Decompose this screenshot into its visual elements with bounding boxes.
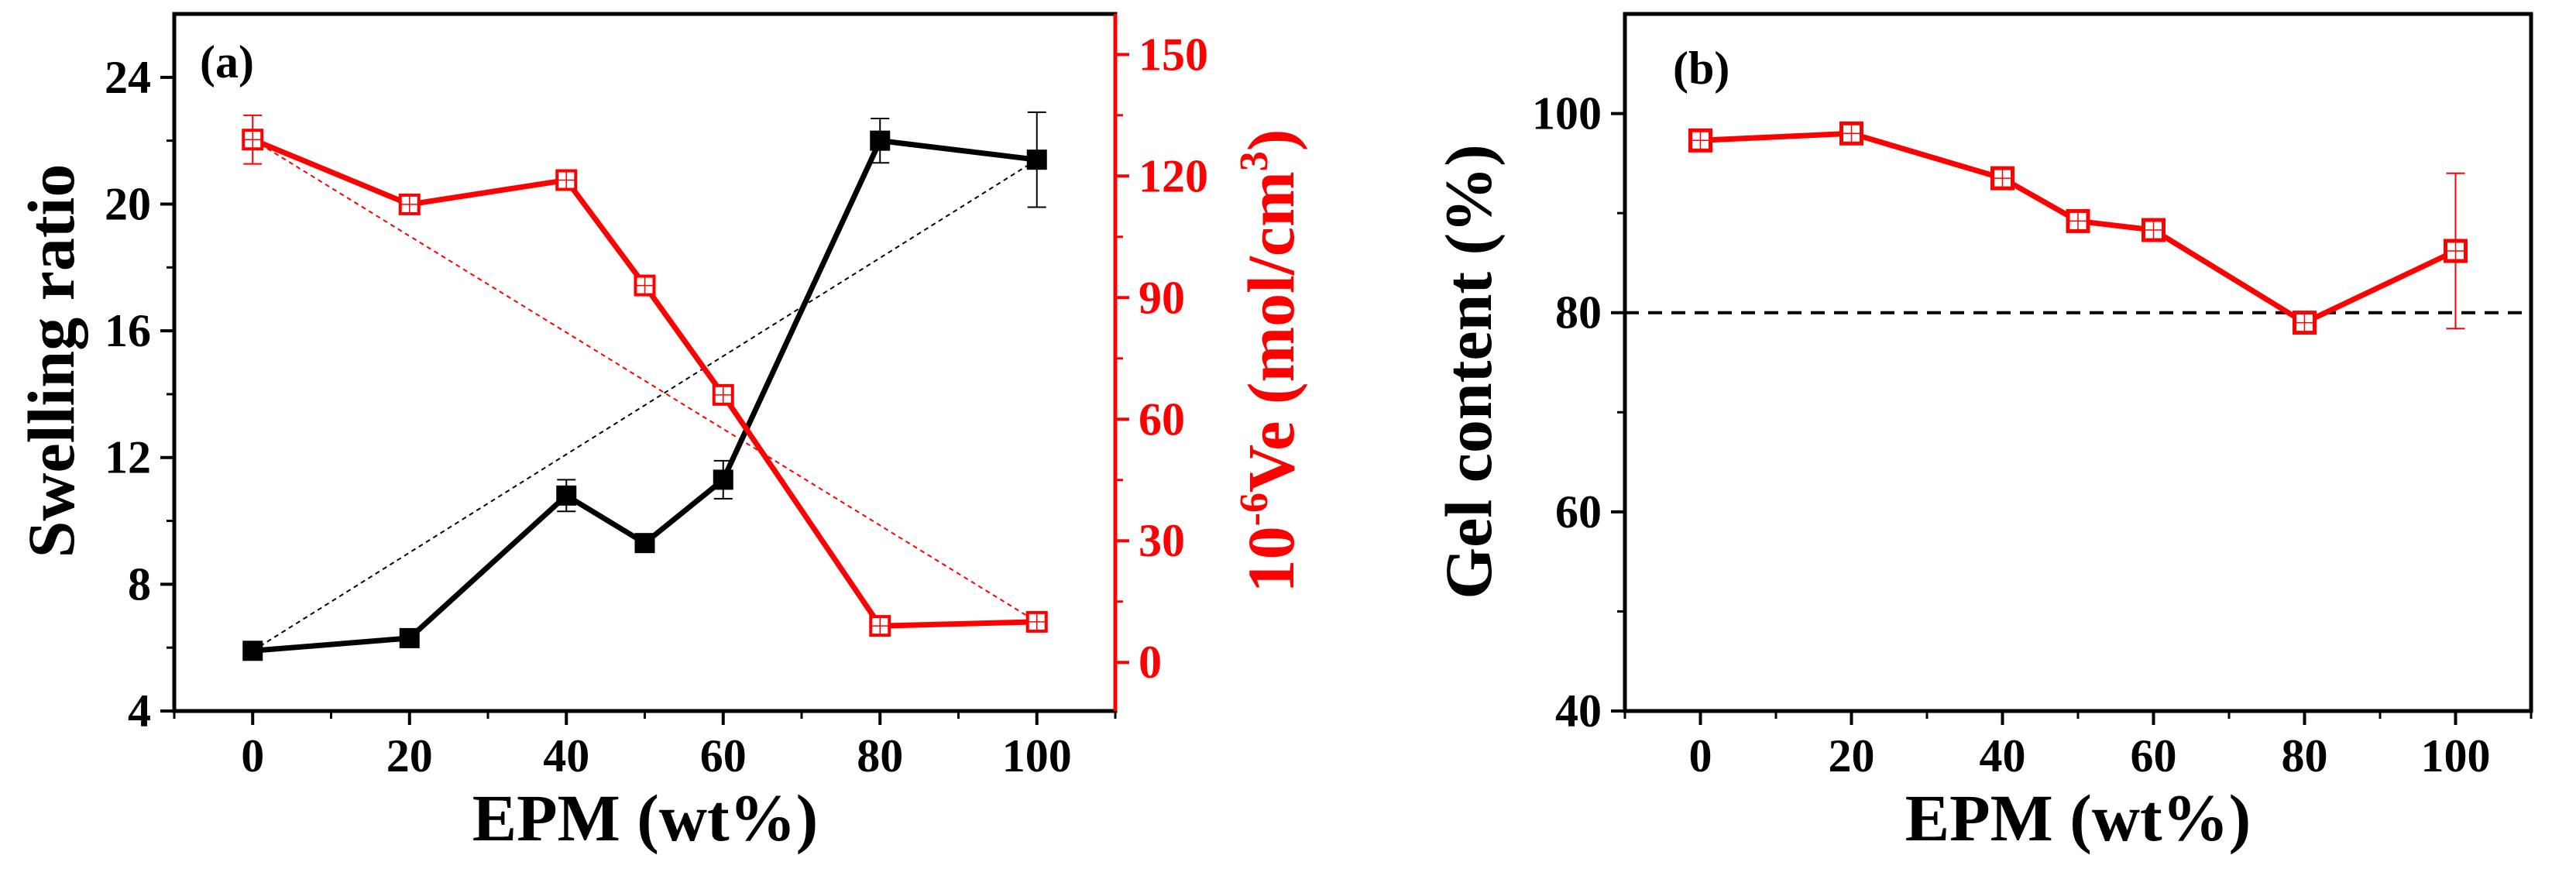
data-point-swelling [556,485,577,506]
x-tick-label: 20 [1829,730,1875,781]
y-tick-label: 40 [1555,685,1602,737]
panel-a-x-axis-title: EPM (wt%) [472,781,819,855]
right-y-tick-label: 120 [1139,150,1208,201]
x-tick-label: 100 [2421,730,2491,781]
right-y-tick-label: 60 [1139,393,1185,445]
ve-main: Ve (mol/cm [1234,171,1308,493]
series-line-swelling [252,138,1038,654]
x-tick-label: 100 [1002,730,1072,781]
panel-a-plot-frame [172,12,1118,713]
right-y-tick-label: 30 [1139,515,1185,566]
data-point-swelling [713,469,733,490]
x-tick-label: 0 [1689,730,1712,781]
panel-b-y-axis-title: Gel content (%) [1431,144,1506,599]
panel-a-label: (a) [200,36,254,88]
panel-b-plot-frame [1623,12,2533,713]
data-point-swelling [870,130,891,151]
ve-unit-exponent: 3 [1232,151,1276,171]
y-tick-label: 80 [1555,287,1602,338]
ve-close: ) [1234,129,1308,152]
x-tick-label: 0 [241,730,264,781]
panel-a-left-y-axis-title: Swelling ratio [14,164,88,558]
y-tick-label: 100 [1532,88,1602,139]
y-tick-label: 60 [1555,486,1602,538]
left-y-tick-label: 20 [105,178,151,229]
x-tick-label: 40 [1980,730,2026,781]
x-tick-label: 80 [857,730,903,781]
ve-prefix: 10 [1234,526,1308,592]
data-point-swelling [1026,149,1047,170]
x-tick-label: 60 [700,730,747,781]
panel-b: 0 20 40 60 80 100 40 60 80 100 (b) EPM (wt%) Gel … [1431,12,2533,855]
left-y-tick-label: 16 [105,305,151,356]
right-y-tick-label: 90 [1139,272,1185,323]
data-point-swelling [242,641,263,661]
left-y-tick-label: 24 [105,52,151,103]
panel-b-x-axis-title: EPM (wt%) [1905,781,2251,855]
right-y-tick-label: 150 [1139,29,1208,80]
ve-trend-dashed-line [252,139,1038,623]
x-tick-label: 40 [543,730,589,781]
x-tick-label: 20 [386,730,433,781]
ve-exponent: -6 [1232,493,1276,526]
data-point-swelling [399,627,420,648]
left-y-tick-label: 8 [128,558,151,610]
left-y-tick-label: 12 [105,432,151,483]
right-y-tick-label: 0 [1139,637,1162,688]
data-point-swelling [634,533,655,554]
left-y-tick-label: 4 [128,685,151,737]
x-tick-label: 60 [2131,730,2177,781]
x-tick-label: 80 [2282,730,2328,781]
panel-a-right-y-axis-title: 10-6Ve (mol/cm3) [1232,129,1308,593]
swelling-trend-dashed-line [252,159,1038,652]
panel-b-label: (b) [1673,43,1729,94]
